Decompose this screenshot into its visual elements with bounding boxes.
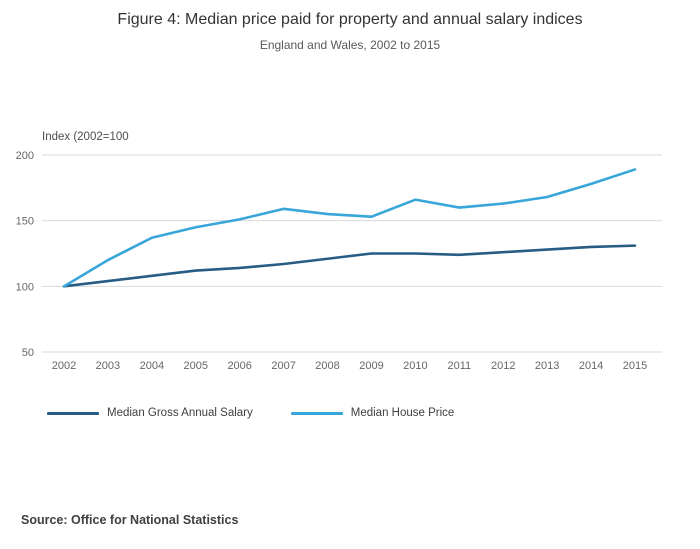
y-tick-label: 200 bbox=[16, 150, 34, 162]
x-tick-label: 2013 bbox=[535, 360, 559, 372]
x-tick-label: 2004 bbox=[140, 360, 164, 372]
series-line-0 bbox=[62, 244, 637, 288]
y-axis-label: Index (2002=100 bbox=[42, 131, 129, 143]
legend-item-house-price: Median House Price bbox=[290, 407, 455, 419]
y-tick-label: 150 bbox=[16, 216, 34, 228]
y-tick-label: 50 bbox=[22, 347, 34, 359]
x-tick-label: 2012 bbox=[491, 360, 515, 372]
x-tick-label: 2005 bbox=[184, 360, 208, 372]
house-price-line-swatch bbox=[290, 411, 343, 415]
x-tick-label: 2006 bbox=[227, 360, 251, 372]
y-tick-label: 100 bbox=[16, 281, 34, 293]
x-tick-label: 2003 bbox=[96, 360, 120, 372]
chart-title: Figure 4: Median price paid for property… bbox=[117, 11, 583, 28]
legend: Median Gross Annual Salary Median House … bbox=[47, 407, 454, 419]
source-text: Source: Office for National Statistics bbox=[21, 513, 239, 527]
x-tick-label: 2002 bbox=[52, 360, 76, 372]
legend-item-salary: Median Gross Annual Salary bbox=[47, 407, 253, 419]
x-tick-label: 2015 bbox=[623, 360, 647, 372]
series-line-1 bbox=[62, 168, 637, 288]
chart-subtitle: England and Wales, 2002 to 2015 bbox=[259, 38, 441, 52]
salary-line-swatch bbox=[47, 411, 99, 415]
legend-label-salary: Median Gross Annual Salary bbox=[107, 407, 253, 419]
x-tick-label: 2014 bbox=[579, 360, 603, 372]
x-tick-label: 2008 bbox=[315, 360, 339, 372]
legend-label-house-price: Median House Price bbox=[350, 407, 455, 419]
x-tick-label: 2011 bbox=[447, 360, 471, 372]
x-tick-label: 2007 bbox=[271, 360, 295, 372]
x-tick-label: 2010 bbox=[403, 360, 427, 372]
x-tick-label: 2009 bbox=[359, 360, 383, 372]
